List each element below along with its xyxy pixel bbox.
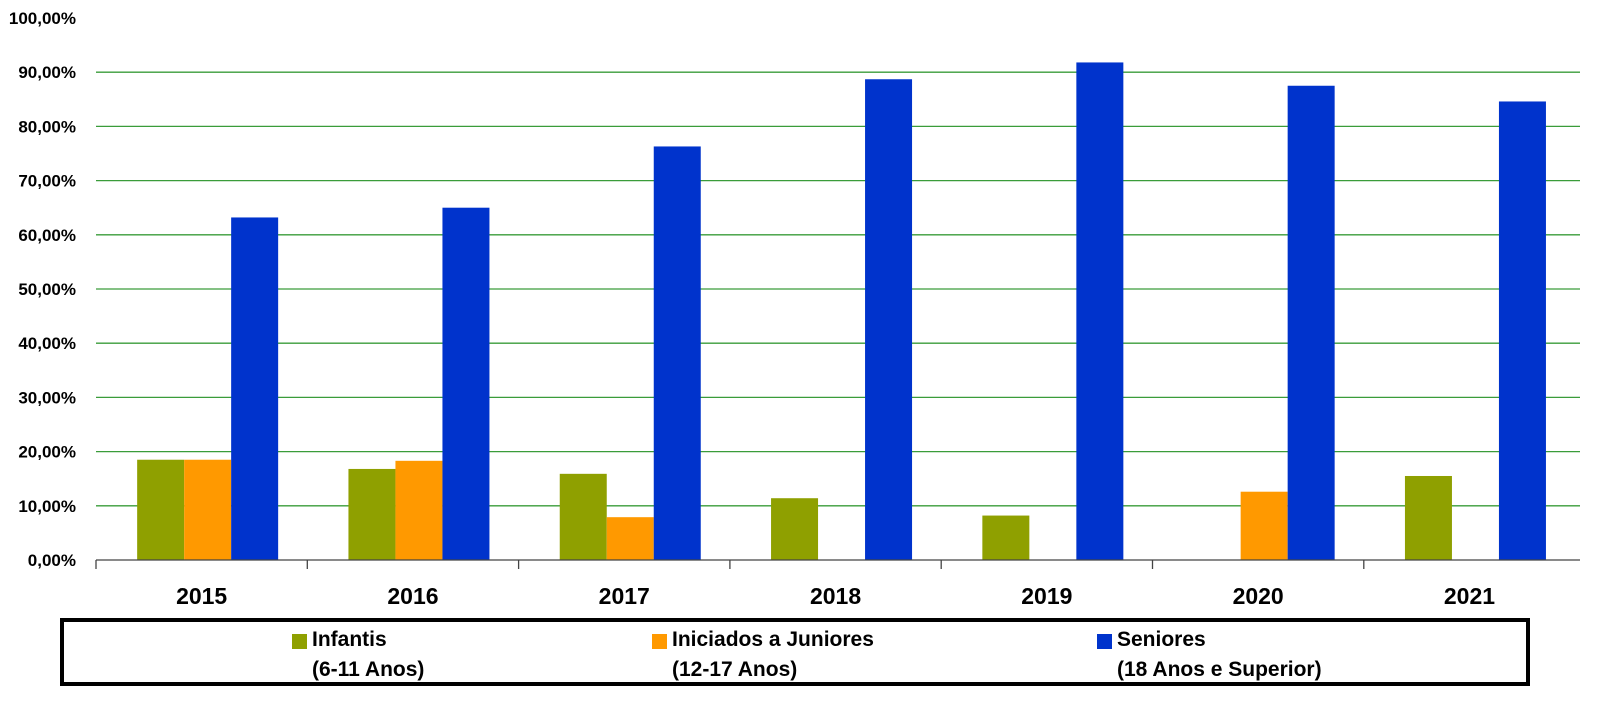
y-tick-label: 50,00%	[18, 280, 76, 299]
bar	[184, 459, 232, 560]
legend-label-infantis: Infantis	[312, 628, 387, 651]
y-tick-label: 80,00%	[18, 117, 76, 136]
x-tick-label: 2016	[387, 583, 438, 609]
bar	[348, 468, 396, 560]
y-tick-label: 0,00%	[28, 551, 76, 570]
bar	[442, 207, 490, 560]
legend: Infantis (6-11 Anos) Iniciados a Juniore…	[60, 618, 1530, 686]
x-tick-label: 2020	[1233, 583, 1284, 609]
y-tick-label: 90,00%	[18, 63, 76, 82]
bar	[231, 217, 279, 560]
y-axis-tick-labels: 0,00% 10,00% 20,00% 30,00% 40,00% 50,00% 60,00…	[9, 9, 76, 570]
legend-label-seniores: Seniores	[1117, 628, 1206, 651]
y-tick-label: 100,00%	[9, 9, 76, 28]
legend-range-iniciados-juniores: (12-17 Anos)	[672, 658, 798, 681]
x-tick-label: 2015	[176, 583, 227, 609]
bars	[137, 62, 1546, 561]
bar	[653, 146, 701, 561]
bar	[1076, 62, 1124, 560]
bar	[1404, 475, 1452, 560]
x-axis	[95, 559, 1580, 569]
x-tick-label: 2018	[810, 583, 861, 609]
y-tick-label: 20,00%	[18, 443, 76, 462]
legend-swatch-iniciados-juniores	[652, 634, 667, 649]
legend-swatch-seniores	[1097, 634, 1112, 649]
bar-chart: 0,00% 10,00% 20,00% 30,00% 40,00% 50,00% 60,00…	[9, 9, 1580, 609]
y-tick-label: 60,00%	[18, 226, 76, 245]
x-tick-label: 2019	[1021, 583, 1072, 609]
bar	[395, 460, 443, 560]
y-tick-label: 40,00%	[18, 334, 76, 353]
bar	[771, 498, 819, 560]
gridlines	[96, 71, 1580, 507]
bar	[606, 517, 654, 560]
x-tick-label: 2021	[1444, 583, 1495, 609]
y-tick-label: 70,00%	[18, 172, 76, 191]
bar	[982, 515, 1030, 560]
legend-swatch-infantis	[292, 634, 307, 649]
y-tick-label: 30,00%	[18, 388, 76, 407]
bar	[559, 473, 607, 560]
legend-label-iniciados-juniores: Iniciados a Juniores	[672, 628, 874, 651]
bar	[137, 459, 185, 560]
bar	[1240, 491, 1288, 560]
bar	[865, 79, 913, 560]
legend-range-seniores: (18 Anos e Superior)	[1117, 658, 1322, 681]
legend-range-infantis: (6-11 Anos)	[312, 658, 425, 681]
x-tick-label: 2017	[599, 583, 650, 609]
bar	[1498, 101, 1546, 560]
x-axis-tick-labels: 2015 2016 2017 2018 2019 2020 2021	[176, 583, 1495, 609]
bar	[1287, 85, 1335, 560]
y-tick-label: 10,00%	[18, 497, 76, 516]
